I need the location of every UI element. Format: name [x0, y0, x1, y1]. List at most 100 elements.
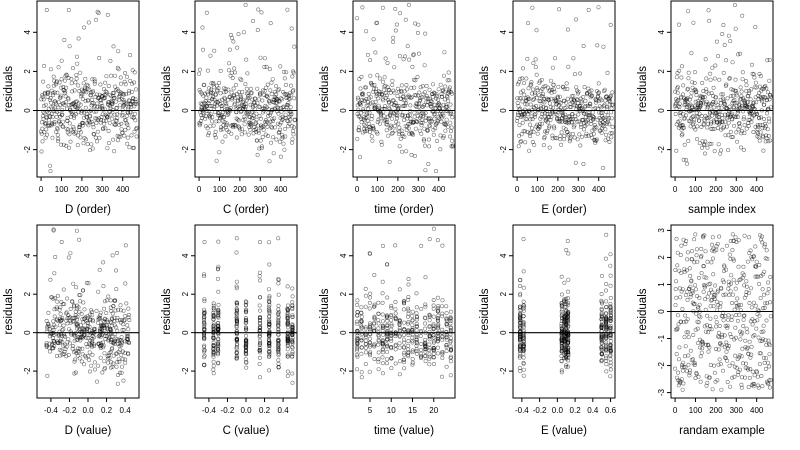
- data-point: [202, 363, 207, 368]
- data-point: [594, 98, 599, 103]
- data-point: [91, 131, 96, 136]
- data-point: [356, 113, 361, 118]
- data-point: [44, 343, 49, 348]
- data-point: [281, 69, 286, 74]
- data-point: [419, 341, 424, 346]
- data-point: [564, 105, 569, 110]
- data-point: [706, 91, 711, 96]
- data-point: [92, 77, 97, 82]
- data-point: [401, 332, 406, 337]
- data-point: [722, 264, 727, 269]
- data-point: [717, 335, 722, 340]
- data-point: [96, 334, 101, 339]
- data-point: [366, 91, 371, 96]
- data-point: [211, 80, 216, 85]
- data-point: [249, 91, 254, 96]
- y-axis-label: residuals: [479, 288, 491, 334]
- data-point: [50, 91, 55, 96]
- data-point: [380, 350, 385, 355]
- data-point: [289, 112, 294, 117]
- data-point: [684, 158, 689, 163]
- x-tick-label: -0.4: [44, 406, 58, 415]
- data-point: [450, 115, 455, 120]
- data-point: [725, 325, 730, 330]
- data-point: [126, 327, 131, 332]
- data-point: [599, 359, 604, 364]
- data-point: [584, 131, 589, 136]
- data-point: [547, 124, 552, 129]
- data-point: [71, 124, 76, 129]
- data-point: [573, 17, 578, 22]
- data-point: [73, 357, 78, 362]
- data-point: [599, 322, 604, 327]
- data-point: [262, 56, 267, 61]
- data-point: [598, 122, 603, 127]
- data-point: [528, 82, 533, 87]
- data-point: [406, 276, 411, 281]
- data-point: [389, 305, 394, 310]
- data-point: [111, 353, 116, 358]
- data-point: [428, 124, 433, 129]
- data-point: [515, 96, 520, 101]
- data-point: [98, 341, 103, 346]
- data-point: [566, 345, 571, 350]
- data-point: [697, 302, 702, 307]
- data-point: [725, 358, 730, 363]
- data-point: [692, 117, 697, 122]
- data-point: [676, 322, 681, 327]
- data-point: [257, 303, 262, 308]
- data-point: [423, 31, 428, 36]
- data-point: [70, 316, 75, 321]
- x-tick-label: 200: [391, 185, 405, 194]
- plot-frame: [36, 0, 140, 178]
- data-point: [684, 239, 689, 244]
- data-point: [87, 341, 92, 346]
- data-point: [112, 149, 117, 154]
- data-point: [257, 308, 262, 313]
- data-point: [705, 145, 710, 150]
- data-point: [757, 90, 762, 95]
- data-point: [267, 262, 272, 267]
- y-tick-label: 0: [23, 108, 32, 113]
- data-point: [731, 258, 736, 263]
- data-point: [52, 121, 57, 126]
- data-point: [52, 307, 57, 312]
- data-point: [201, 110, 206, 115]
- data-point: [109, 116, 114, 121]
- data-point: [292, 44, 297, 49]
- data-point: [367, 340, 372, 345]
- data-point: [108, 298, 113, 303]
- data-point: [130, 81, 135, 86]
- data-point: [220, 127, 225, 132]
- data-point: [527, 122, 532, 127]
- data-point: [521, 129, 526, 134]
- data-point: [727, 293, 732, 298]
- data-point: [113, 122, 118, 127]
- data-point: [359, 351, 364, 356]
- data-point: [266, 343, 271, 348]
- data-point: [740, 13, 745, 18]
- data-point: [380, 5, 385, 10]
- data-point: [389, 123, 394, 128]
- data-point: [236, 32, 241, 37]
- data-point: [362, 129, 367, 134]
- data-point: [221, 115, 226, 120]
- data-point: [250, 109, 255, 114]
- y-tick-label: 2: [657, 69, 666, 74]
- data-point: [370, 100, 375, 105]
- data-point: [719, 286, 724, 291]
- data-point: [126, 315, 131, 320]
- data-point: [727, 384, 732, 389]
- data-point: [530, 87, 535, 92]
- data-point: [715, 103, 720, 108]
- data-point: [391, 35, 396, 40]
- data-point: [211, 343, 216, 348]
- data-point: [269, 80, 274, 85]
- data-point: [446, 99, 451, 104]
- data-point: [114, 364, 119, 369]
- data-point: [95, 139, 100, 144]
- data-point: [93, 104, 98, 109]
- data-point: [206, 109, 211, 114]
- data-point: [123, 313, 128, 318]
- x-tick-label: 0.6: [605, 406, 617, 415]
